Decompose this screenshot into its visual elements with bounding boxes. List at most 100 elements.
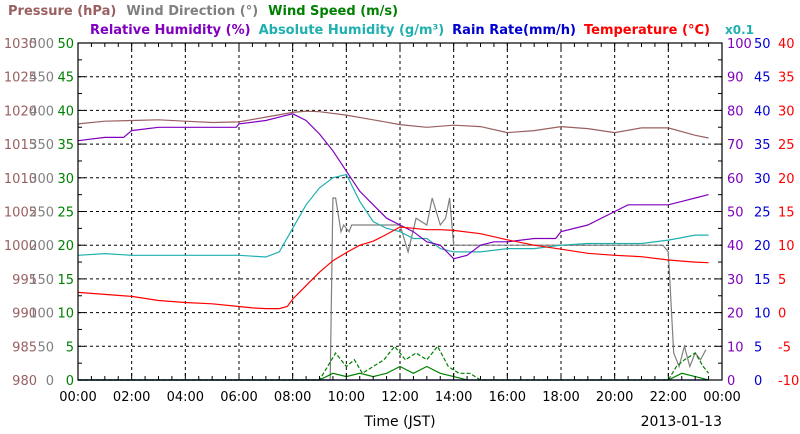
y-tick-label-humidity: 40 (727, 239, 744, 254)
y-tick-label-pressure: 1015 (4, 138, 37, 153)
y-tick-label-temperature: 5 (778, 273, 786, 288)
y-tick-label-wind-speed: 0 (66, 374, 74, 389)
x-tick-label: 22:00 (650, 390, 687, 405)
x-tick-label: 00:00 (703, 390, 740, 405)
x-tick-label: 06:00 (220, 390, 257, 405)
y-tick-label-humidity: 30 (727, 273, 744, 288)
legend-entry: Absolute Humidity (g/m³) (259, 23, 445, 38)
y-tick-label-wind-speed: 35 (57, 138, 74, 153)
series-wind-speed-gust-m-s (78, 345, 710, 381)
legend-entry: Rain Rate(mm/h) (452, 23, 576, 38)
date-label: 2013-01-13 (641, 414, 722, 430)
y-tick-label-wind-direction: 300 (29, 172, 54, 187)
y-tick-label-pressure: 980 (12, 374, 37, 389)
y-tick-label-humidity: 0 (727, 374, 735, 389)
y-tick-label-temperature: -10 (778, 374, 799, 389)
x-tick-label: 04:00 (167, 390, 204, 405)
y-tick-label-wind-direction: 450 (29, 71, 54, 86)
y-tick-label-pressure: 1000 (4, 239, 37, 254)
y-tick-label-rain: 0 (754, 374, 762, 389)
x-tick-label: 12:00 (381, 390, 418, 405)
y-tick-label-humidity: 50 (727, 206, 744, 221)
legend-entry: Relative Humidity (%) (90, 23, 251, 38)
y-tick-label-humidity: 80 (727, 104, 744, 119)
y-tick-label-temperature: 35 (778, 71, 795, 86)
y-tick-label-wind-direction: 400 (29, 104, 54, 119)
legend: Pressure (hPa) Wind Direction (°) Wind Spe… (8, 4, 754, 38)
y-tick-label-rain: 50 (754, 37, 771, 52)
y-tick-label-rain: 20 (754, 239, 771, 254)
series-wind-speed-avg-m-s (78, 365, 709, 381)
y-tick-label-pressure: 985 (12, 340, 37, 355)
y-tick-label-wind-speed: 40 (57, 104, 74, 119)
legend-entry: Wind Direction (°) (126, 4, 258, 19)
y-tick-label-rain: 10 (754, 307, 771, 322)
x-tick-label: 16:00 (489, 390, 526, 405)
x-tick-label: 18:00 (542, 390, 579, 405)
y-tick-label-wind-direction: 500 (29, 37, 54, 52)
y-tick-label-humidity: 10 (727, 340, 744, 355)
legend-entry: Pressure (hPa) (8, 4, 116, 19)
y-tick-label-wind-direction: 0 (46, 374, 54, 389)
y-tick-label-humidity: 20 (727, 307, 744, 322)
y-tick-label-wind-speed: 45 (57, 71, 74, 86)
y-tick-label-wind-speed: 10 (57, 307, 74, 322)
y-tick-label-pressure: 990 (12, 307, 37, 322)
abs-humidity-scale-note: x0.1 (725, 23, 754, 37)
y-tick-label-wind-speed: 5 (66, 340, 74, 355)
y-tick-label-pressure: 995 (12, 273, 37, 288)
y-tick-label-wind-direction: 150 (29, 273, 54, 288)
y-tick-label-temperature: 15 (778, 206, 795, 221)
y-tick-label-wind-speed: 25 (57, 206, 74, 221)
y-tick-label-temperature: 30 (778, 104, 795, 119)
y-tick-label-pressure: 1030 (4, 37, 37, 52)
grid (78, 43, 722, 380)
series-temperature-c (77, 226, 709, 310)
y-tick-label-rain: 30 (754, 172, 771, 187)
series-pressure-hpa (77, 110, 709, 139)
legend-entry: Temperature (°C) (584, 23, 710, 38)
series-absolute-humidity-g-m (77, 173, 709, 258)
y-tick-label-wind-direction: 350 (29, 138, 54, 153)
y-tick-label-temperature: -5 (778, 340, 791, 355)
axes: 00:00 02:00 04:00 06:00 08:00 10:00 12:00 14:00… (4, 37, 799, 430)
x-tick-label: 14:00 (435, 390, 472, 405)
y-tick-label-wind-direction: 200 (29, 239, 54, 254)
y-tick-label-temperature: 25 (778, 138, 795, 153)
y-tick-label-temperature: 40 (778, 37, 795, 52)
y-tick-label-wind-speed: 15 (57, 273, 74, 288)
x-tick-label: 20:00 (596, 390, 633, 405)
plot-lines (77, 110, 710, 381)
y-tick-label-pressure: 1005 (4, 206, 37, 221)
y-tick-label-rain: 45 (754, 71, 771, 86)
legend-entry: Wind Speed (m/s) (268, 4, 398, 19)
y-tick-label-rain: 25 (754, 206, 771, 221)
y-tick-label-temperature: 0 (778, 307, 786, 322)
y-tick-label-pressure: 1010 (4, 172, 37, 187)
y-tick-label-wind-direction: 250 (29, 206, 54, 221)
y-tick-label-pressure: 1020 (4, 104, 37, 119)
y-tick-label-temperature: 10 (778, 239, 795, 254)
y-tick-label-rain: 15 (754, 273, 771, 288)
series-wind-direction (78, 197, 707, 381)
y-tick-label-wind-speed: 20 (57, 239, 74, 254)
y-tick-label-temperature: 20 (778, 172, 795, 187)
y-tick-label-pressure: 1025 (4, 71, 37, 86)
y-tick-label-wind-direction: 50 (37, 340, 54, 355)
x-tick-label: 08:00 (274, 390, 311, 405)
x-axis-label: Time (JST) (363, 414, 435, 430)
series-relative-humidity (77, 113, 709, 260)
y-tick-label-rain: 40 (754, 104, 771, 119)
y-tick-label-humidity: 100 (727, 37, 752, 52)
x-tick-label: 00:00 (59, 390, 96, 405)
y-tick-label-humidity: 90 (727, 71, 744, 86)
y-tick-label-wind-speed: 30 (57, 172, 74, 187)
y-tick-label-rain: 35 (754, 138, 771, 153)
y-tick-label-wind-speed: 50 (57, 37, 74, 52)
y-tick-label-rain: 5 (754, 340, 762, 355)
y-tick-label-humidity: 60 (727, 172, 744, 187)
y-tick-label-wind-direction: 100 (29, 307, 54, 322)
x-tick-label: 02:00 (113, 390, 150, 405)
x-tick-label: 10:00 (328, 390, 365, 405)
